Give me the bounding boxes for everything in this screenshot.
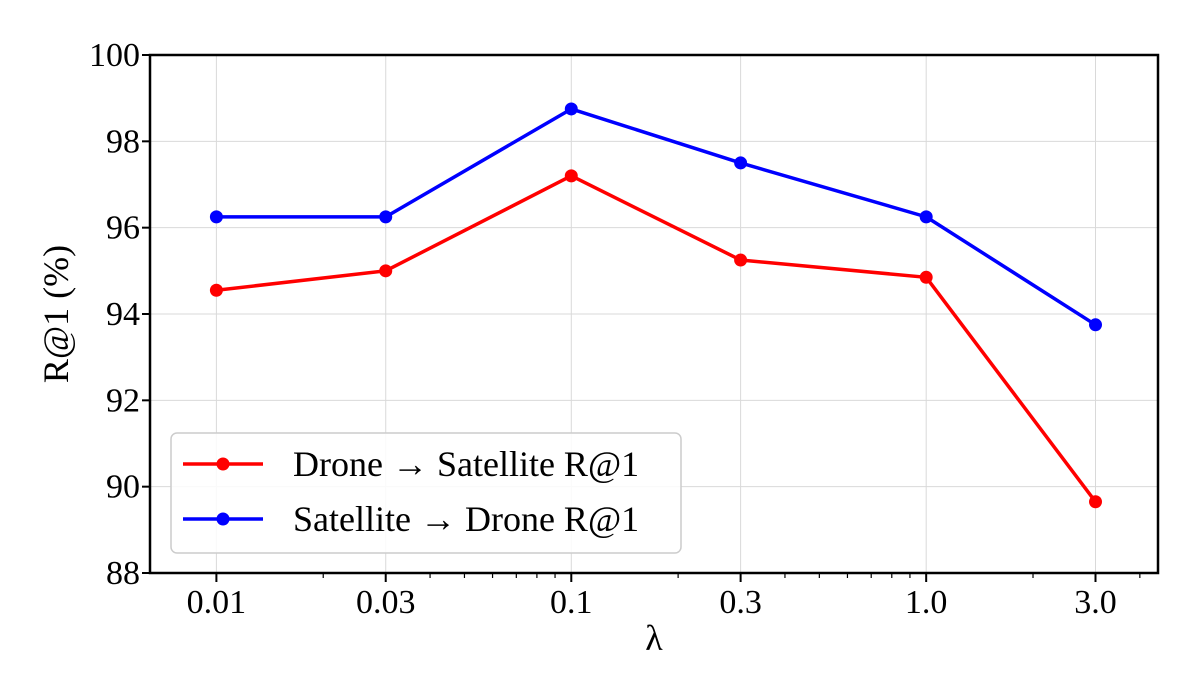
data-point-series-2	[1089, 318, 1103, 332]
y-tick-label: 100	[89, 37, 140, 74]
series-line-2	[216, 107, 1097, 327]
data-point-series-2	[209, 210, 223, 224]
y-tick-label: 98	[106, 123, 140, 160]
legend-marker-2	[216, 512, 230, 526]
x-tick-label: 0.01	[187, 584, 247, 621]
y-tick-label: 96	[106, 210, 140, 247]
series-line-1	[216, 174, 1097, 503]
y-tick-label: 90	[106, 469, 140, 506]
data-point-series-1	[564, 169, 578, 183]
legend: Drone → Satellite R@1 Satellite → Drone R…	[170, 432, 682, 554]
data-point-series-1	[919, 270, 933, 284]
y-axis-label: R@1 (%)	[36, 245, 76, 383]
x-tick-label: 1.0	[905, 584, 948, 621]
x-axis-label: λ	[645, 618, 663, 658]
legend-label-2: Satellite → Drone R@1	[293, 499, 639, 539]
x-axis-ticks: 0.01 0.03 0.1 0.3 1.0 3.0	[187, 573, 1141, 621]
data-point-series-1	[734, 253, 748, 267]
data-point-series-1	[1089, 495, 1103, 509]
data-point-series-1	[379, 264, 393, 278]
y-tick-label: 92	[106, 382, 140, 419]
y-tick-label: 94	[106, 296, 140, 333]
x-tick-label: 3.0	[1074, 584, 1117, 621]
data-point-series-1	[209, 283, 223, 297]
data-point-series-2	[919, 210, 933, 224]
data-point-series-2	[564, 102, 578, 116]
y-tick-label: 88	[106, 555, 140, 592]
x-tick-label: 0.3	[719, 584, 762, 621]
data-point-series-2	[734, 156, 748, 170]
data-point-series-2	[379, 210, 393, 224]
y-axis-ticks: 88 90 92 94 96 98 100	[89, 37, 150, 592]
legend-label-1: Drone → Satellite R@1	[293, 444, 639, 484]
x-tick-label: 0.03	[356, 584, 416, 621]
x-tick-label: 0.1	[550, 584, 593, 621]
series-layer	[209, 102, 1103, 509]
legend-box	[170, 432, 682, 554]
legend-marker-1	[216, 457, 230, 471]
